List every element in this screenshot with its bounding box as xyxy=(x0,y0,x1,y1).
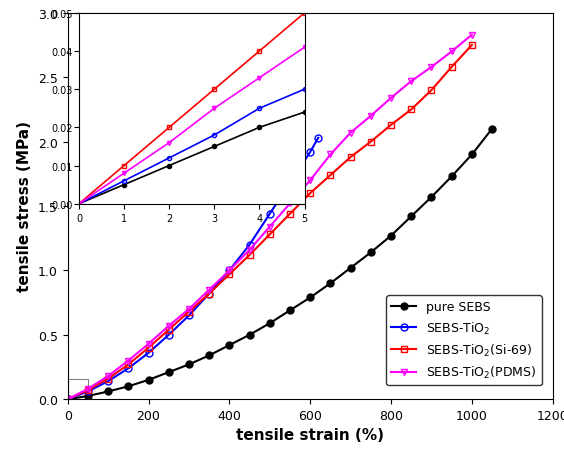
SEBS-TiO$_2$(Si-69) xyxy=(469,43,475,49)
Bar xyxy=(68,379,88,399)
SEBS-TiO$_2$ xyxy=(226,268,233,274)
pure SEBS xyxy=(266,321,273,326)
SEBS-TiO$_2$(Si-69) xyxy=(85,387,91,393)
pure SEBS xyxy=(387,233,394,239)
SEBS-TiO$_2$ xyxy=(105,379,112,384)
SEBS-TiO$_2$(PDMS) xyxy=(307,178,314,184)
X-axis label: tensile strain (%): tensile strain (%) xyxy=(236,427,384,442)
pure SEBS xyxy=(448,174,455,180)
SEBS-TiO$_2$(Si-69) xyxy=(246,252,253,258)
pure SEBS xyxy=(489,127,496,132)
pure SEBS xyxy=(368,250,374,256)
SEBS-TiO$_2$(PDMS) xyxy=(469,33,475,39)
pure SEBS xyxy=(307,295,314,301)
SEBS-TiO$_2$ xyxy=(246,242,253,248)
SEBS-TiO$_2$ xyxy=(145,350,152,356)
SEBS-TiO$_2$(Si-69) xyxy=(307,191,314,196)
pure SEBS xyxy=(246,332,253,338)
SEBS-TiO$_2$(Si-69) xyxy=(226,272,233,277)
SEBS-TiO$_2$(PDMS) xyxy=(226,268,233,274)
pure SEBS xyxy=(347,265,354,271)
SEBS-TiO$_2$(PDMS) xyxy=(387,96,394,101)
SEBS-TiO$_2$(PDMS) xyxy=(408,79,415,84)
pure SEBS xyxy=(186,362,192,367)
SEBS-TiO$_2$(Si-69) xyxy=(347,155,354,161)
SEBS-TiO$_2$ xyxy=(206,291,213,297)
SEBS-TiO$_2$ xyxy=(287,181,293,186)
SEBS-TiO$_2$ xyxy=(266,212,273,217)
SEBS-TiO$_2$(Si-69) xyxy=(428,88,435,94)
pure SEBS xyxy=(145,377,152,383)
SEBS-TiO$_2$(PDMS) xyxy=(165,323,172,329)
SEBS-TiO$_2$ xyxy=(315,136,321,141)
pure SEBS xyxy=(64,397,71,402)
pure SEBS xyxy=(428,195,435,200)
SEBS-TiO$_2$ xyxy=(125,366,132,371)
SEBS-TiO$_2$(Si-69) xyxy=(368,140,374,145)
SEBS-TiO$_2$(Si-69) xyxy=(327,173,334,179)
pure SEBS xyxy=(105,389,112,394)
Line: SEBS-TiO$_2$(PDMS): SEBS-TiO$_2$(PDMS) xyxy=(64,32,475,403)
SEBS-TiO$_2$(Si-69) xyxy=(64,397,71,402)
SEBS-TiO$_2$(Si-69) xyxy=(105,376,112,381)
Line: pure SEBS: pure SEBS xyxy=(64,126,496,403)
pure SEBS xyxy=(125,384,132,389)
pure SEBS xyxy=(165,369,172,375)
SEBS-TiO$_2$(Si-69) xyxy=(206,291,213,297)
SEBS-TiO$_2$(PDMS) xyxy=(327,152,334,158)
SEBS-TiO$_2$(Si-69) xyxy=(408,107,415,113)
SEBS-TiO$_2$(PDMS) xyxy=(105,374,112,379)
SEBS-TiO$_2$(PDMS) xyxy=(428,65,435,71)
SEBS-TiO$_2$(PDMS) xyxy=(368,114,374,119)
SEBS-TiO$_2$(Si-69) xyxy=(186,309,192,315)
SEBS-TiO$_2$(PDMS) xyxy=(287,201,293,207)
Y-axis label: tensile stress (MPa): tensile stress (MPa) xyxy=(17,121,32,292)
SEBS-TiO$_2$(Si-69) xyxy=(145,345,152,351)
SEBS-TiO$_2$(PDMS) xyxy=(266,224,273,230)
Line: SEBS-TiO$_2$(Si-69): SEBS-TiO$_2$(Si-69) xyxy=(64,42,475,403)
SEBS-TiO$_2$(PDMS) xyxy=(246,247,253,253)
SEBS-TiO$_2$(PDMS) xyxy=(145,341,152,347)
SEBS-TiO$_2$(PDMS) xyxy=(64,397,71,402)
SEBS-TiO$_2$ xyxy=(85,389,91,394)
pure SEBS xyxy=(408,214,415,219)
SEBS-TiO$_2$(Si-69) xyxy=(387,123,394,129)
SEBS-TiO$_2$ xyxy=(186,313,192,319)
SEBS-TiO$_2$(PDMS) xyxy=(85,386,91,392)
SEBS-TiO$_2$(Si-69) xyxy=(287,212,293,217)
SEBS-TiO$_2$ xyxy=(165,332,172,338)
SEBS-TiO$_2$(PDMS) xyxy=(347,130,354,136)
SEBS-TiO$_2$(PDMS) xyxy=(448,50,455,55)
pure SEBS xyxy=(85,393,91,399)
pure SEBS xyxy=(206,353,213,358)
SEBS-TiO$_2$(Si-69) xyxy=(448,65,455,71)
SEBS-TiO$_2$ xyxy=(307,150,314,155)
SEBS-TiO$_2$(PDMS) xyxy=(125,358,132,364)
pure SEBS xyxy=(287,308,293,313)
SEBS-TiO$_2$(Si-69) xyxy=(125,362,132,367)
pure SEBS xyxy=(469,152,475,158)
SEBS-TiO$_2$(PDMS) xyxy=(186,307,192,312)
SEBS-TiO$_2$ xyxy=(64,397,71,402)
pure SEBS xyxy=(327,281,334,286)
Line: SEBS-TiO$_2$: SEBS-TiO$_2$ xyxy=(64,135,321,403)
SEBS-TiO$_2$(PDMS) xyxy=(206,287,213,293)
Legend: pure SEBS, SEBS-TiO$_2$, SEBS-TiO$_2$(Si-69), SEBS-TiO$_2$(PDMS): pure SEBS, SEBS-TiO$_2$, SEBS-TiO$_2$(Si… xyxy=(386,296,541,386)
pure SEBS xyxy=(226,342,233,348)
SEBS-TiO$_2$(Si-69) xyxy=(266,232,273,238)
SEBS-TiO$_2$(Si-69) xyxy=(165,327,172,333)
